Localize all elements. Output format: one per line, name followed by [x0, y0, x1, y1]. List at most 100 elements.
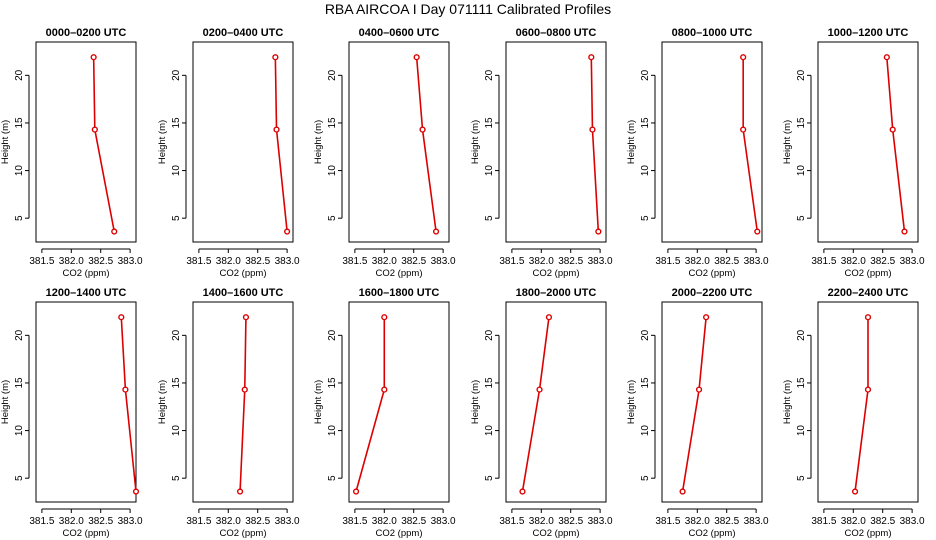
profile-point — [679, 488, 686, 495]
profile-point — [413, 54, 420, 61]
y-tick-label: 5 — [484, 215, 495, 221]
y-tick-label: 20 — [171, 69, 182, 81]
x-tick-label: 382.0 — [529, 256, 554, 267]
y-tick-label: 10 — [640, 425, 651, 437]
x-tick-label: 382.0 — [685, 256, 710, 267]
plot-frame — [661, 41, 763, 243]
x-axis-label: CO2 (ppm) — [689, 268, 736, 279]
y-tick-label: 5 — [796, 215, 807, 221]
x-tick-label: 383.0 — [588, 516, 613, 527]
x-tick-label: 383.0 — [588, 256, 613, 267]
y-axis-label: Height (m) — [313, 380, 324, 424]
x-tick-label: 381.5 — [186, 256, 211, 267]
profile-point — [536, 386, 543, 393]
chart-panel-6: 1000–1200 UTC 381.5 382.0 382.5 383.0 5 10 15 20… — [782, 27, 925, 279]
profile-point — [111, 228, 118, 235]
y-tick-label: 20 — [796, 329, 807, 341]
x-tick-label: 383.0 — [275, 256, 300, 267]
chart-panel-9: 1600–1800 UTC 381.5 382.0 382.5 383.0 5 10 15 20… — [313, 287, 456, 539]
y-tick-label: 10 — [796, 425, 807, 437]
x-tick-label: 383.0 — [431, 256, 456, 267]
profile-point — [851, 488, 859, 495]
profile-point — [90, 54, 97, 61]
x-axis-label: CO2 (ppm) — [533, 528, 580, 539]
x-tick-label: 383.0 — [900, 516, 925, 527]
profile-point — [883, 54, 890, 61]
x-tick-label: 381.5 — [499, 516, 524, 527]
profile-line — [886, 57, 906, 232]
profile-point — [381, 386, 388, 393]
plot-frame — [817, 41, 919, 243]
x-tick-label: 382.0 — [216, 256, 241, 267]
y-tick-label: 10 — [640, 165, 651, 177]
y-tick-label: 15 — [171, 117, 182, 129]
profile-point — [242, 314, 250, 321]
profile-point — [589, 126, 596, 133]
panel-title: 2200–2400 UTC — [828, 287, 909, 299]
y-tick-label: 5 — [640, 475, 651, 481]
x-tick-label: 382.0 — [59, 256, 84, 267]
panel-title: 1800–2000 UTC — [516, 287, 597, 299]
chart-panel-8: 1400–1600 UTC 381.5 382.0 382.5 383.0 5 10 15 20… — [157, 287, 300, 539]
chart-panel-5: 0800–1000 UTC 381.5 382.0 382.5 383.0 5 10 15 20… — [626, 27, 769, 279]
profile-point — [595, 228, 602, 235]
x-axis-label: CO2 (ppm) — [376, 528, 423, 539]
y-tick-label: 15 — [484, 377, 495, 389]
panel-title: 1000–1200 UTC — [828, 27, 909, 39]
x-tick-label: 382.5 — [401, 516, 426, 527]
plot-frame — [348, 301, 450, 503]
profile-point — [740, 126, 747, 133]
panel-title: 1600–1800 UTC — [359, 287, 440, 299]
profile-line — [854, 317, 869, 492]
profile-line — [742, 57, 759, 232]
profile-point — [236, 488, 244, 495]
x-tick-label: 382.0 — [372, 256, 397, 267]
y-tick-label: 10 — [327, 165, 338, 177]
x-tick-label: 382.5 — [88, 516, 113, 527]
y-tick-label: 10 — [484, 425, 495, 437]
profile-line — [92, 57, 116, 232]
x-tick-label: 382.0 — [216, 516, 241, 527]
x-axis-label: CO2 (ppm) — [376, 268, 423, 279]
x-tick-label: 382.5 — [558, 256, 583, 267]
x-tick-label: 382.0 — [59, 516, 84, 527]
y-tick-label: 10 — [171, 165, 182, 177]
profile-point — [901, 228, 908, 235]
y-tick-label: 15 — [484, 117, 495, 129]
profile-point — [118, 314, 125, 321]
chart-panel-2: 0200–0400 UTC 381.5 382.0 382.5 383.0 5 10 15 20… — [157, 27, 300, 279]
y-tick-label: 5 — [327, 475, 338, 481]
plot-frame — [35, 41, 137, 243]
plot-frame — [505, 301, 607, 503]
y-tick-label: 10 — [796, 165, 807, 177]
y-tick-label: 15 — [14, 117, 25, 129]
plot-frame — [661, 301, 763, 503]
profile-line — [355, 317, 386, 492]
x-axis-label: CO2 (ppm) — [220, 268, 267, 279]
x-axis-label: CO2 (ppm) — [220, 528, 267, 539]
panel-title: 0800–1000 UTC — [672, 27, 753, 39]
plot-frame — [505, 41, 607, 243]
x-tick-label: 381.5 — [811, 516, 836, 527]
x-tick-label: 381.5 — [29, 256, 54, 267]
profile-point — [432, 228, 440, 235]
y-tick-label: 5 — [327, 215, 338, 221]
chart-panel-11: 2000–2200 UTC 381.5 382.0 382.5 383.0 5 10 15 20… — [626, 287, 769, 539]
x-axis-label: CO2 (ppm) — [63, 268, 110, 279]
x-tick-label: 383.0 — [118, 516, 143, 527]
y-tick-label: 20 — [171, 329, 182, 341]
y-tick-label: 10 — [171, 425, 182, 437]
figure-title: RBA AIRCOA I Day 071111 Calibrated Profi… — [325, 1, 611, 17]
y-axis-label: Height (m) — [470, 380, 481, 424]
x-tick-label: 382.5 — [401, 256, 426, 267]
profile-line — [590, 57, 600, 232]
profile-point — [381, 314, 388, 321]
x-tick-label: 383.0 — [900, 256, 925, 267]
x-tick-label: 383.0 — [744, 256, 769, 267]
profile-point — [419, 126, 426, 133]
chart-panel-7: 1200–1400 UTC 381.5 382.0 382.5 383.0 5 10 15 20… — [0, 287, 143, 539]
y-tick-label: 20 — [14, 69, 25, 81]
x-tick-label: 382.5 — [714, 516, 739, 527]
x-tick-label: 382.0 — [841, 256, 866, 267]
